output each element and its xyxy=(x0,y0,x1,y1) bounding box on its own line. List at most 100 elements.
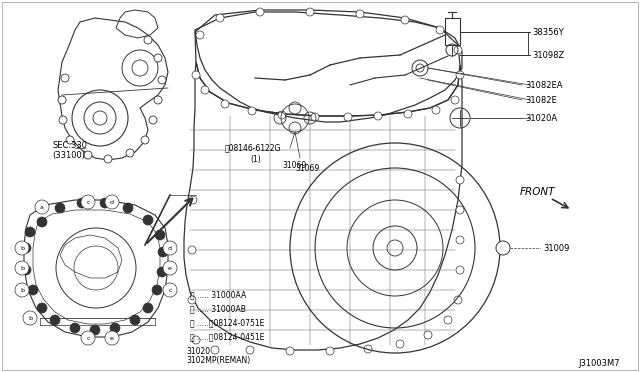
Circle shape xyxy=(221,100,229,108)
Circle shape xyxy=(152,285,162,295)
Circle shape xyxy=(90,325,100,335)
Text: FRONT: FRONT xyxy=(520,187,556,197)
Text: b: b xyxy=(20,246,24,250)
Circle shape xyxy=(248,107,256,115)
Circle shape xyxy=(364,345,372,353)
Text: ⒵08146-6122G: ⒵08146-6122G xyxy=(225,144,282,153)
Circle shape xyxy=(188,246,196,254)
Text: 3102MP(REMAN): 3102MP(REMAN) xyxy=(186,356,250,365)
Text: 38356Y: 38356Y xyxy=(532,28,564,36)
Circle shape xyxy=(59,116,67,124)
Circle shape xyxy=(25,227,35,237)
Circle shape xyxy=(154,96,162,104)
Circle shape xyxy=(141,136,149,144)
Circle shape xyxy=(163,241,177,255)
Circle shape xyxy=(61,74,69,82)
Circle shape xyxy=(143,215,153,225)
Circle shape xyxy=(15,241,29,255)
Circle shape xyxy=(21,265,31,275)
Circle shape xyxy=(456,236,464,244)
Circle shape xyxy=(77,198,87,208)
Circle shape xyxy=(456,206,464,214)
Circle shape xyxy=(143,303,153,313)
Text: 31020: 31020 xyxy=(186,347,210,356)
Text: 31082E: 31082E xyxy=(525,96,557,105)
Circle shape xyxy=(454,296,462,304)
Circle shape xyxy=(37,217,47,227)
Circle shape xyxy=(401,16,409,24)
Circle shape xyxy=(84,151,92,159)
Circle shape xyxy=(451,96,459,104)
Circle shape xyxy=(374,112,382,120)
Circle shape xyxy=(396,340,404,348)
Circle shape xyxy=(496,241,510,255)
Text: b: b xyxy=(20,266,24,270)
Circle shape xyxy=(100,198,110,208)
Circle shape xyxy=(286,347,294,355)
Text: d: d xyxy=(110,199,114,205)
Text: ⓐ ..... 31000AA: ⓐ ..... 31000AA xyxy=(190,291,246,299)
Circle shape xyxy=(188,296,196,304)
Circle shape xyxy=(58,96,66,104)
Circle shape xyxy=(456,266,464,274)
Text: c: c xyxy=(86,336,90,340)
Circle shape xyxy=(55,203,65,213)
Circle shape xyxy=(211,346,219,354)
Text: (1): (1) xyxy=(250,154,260,164)
Text: 31082EA: 31082EA xyxy=(525,80,563,90)
Circle shape xyxy=(66,136,74,144)
Circle shape xyxy=(28,285,38,295)
Text: e: e xyxy=(168,266,172,270)
Circle shape xyxy=(154,54,162,62)
Circle shape xyxy=(158,247,168,257)
Circle shape xyxy=(104,155,112,163)
Circle shape xyxy=(344,113,352,121)
Circle shape xyxy=(436,26,444,34)
Text: d: d xyxy=(168,246,172,250)
Circle shape xyxy=(157,267,167,277)
Circle shape xyxy=(201,86,209,94)
Circle shape xyxy=(404,110,412,118)
Circle shape xyxy=(21,243,31,253)
Circle shape xyxy=(432,106,440,114)
Circle shape xyxy=(23,311,37,325)
Text: b: b xyxy=(20,288,24,292)
Text: (33100): (33100) xyxy=(52,151,85,160)
Circle shape xyxy=(278,111,286,119)
Text: c: c xyxy=(168,288,172,292)
Text: ⓑ ..... 31000AB: ⓑ ..... 31000AB xyxy=(190,305,246,314)
Circle shape xyxy=(158,76,166,84)
Circle shape xyxy=(37,303,47,313)
Circle shape xyxy=(144,36,152,44)
Circle shape xyxy=(424,331,432,339)
Text: e: e xyxy=(110,336,114,340)
Circle shape xyxy=(189,196,197,204)
Circle shape xyxy=(196,31,204,39)
Circle shape xyxy=(456,71,464,79)
Circle shape xyxy=(246,346,254,354)
Text: 31009: 31009 xyxy=(543,244,570,253)
Circle shape xyxy=(163,283,177,297)
Circle shape xyxy=(105,195,119,209)
Circle shape xyxy=(192,336,200,344)
Text: ⓒ .....Ⓜ08124-0751E: ⓒ .....Ⓜ08124-0751E xyxy=(190,318,264,327)
Text: ⓓ .....Ⓝ08124-0451E: ⓓ .....Ⓝ08124-0451E xyxy=(190,333,264,341)
Circle shape xyxy=(356,10,364,18)
Circle shape xyxy=(15,261,29,275)
Text: b: b xyxy=(28,315,32,321)
Circle shape xyxy=(256,8,264,16)
Circle shape xyxy=(15,283,29,297)
Circle shape xyxy=(444,316,452,324)
Circle shape xyxy=(454,46,462,54)
Circle shape xyxy=(163,261,177,275)
Circle shape xyxy=(110,323,120,333)
Circle shape xyxy=(456,176,464,184)
Circle shape xyxy=(126,149,134,157)
Circle shape xyxy=(311,113,319,121)
Circle shape xyxy=(192,71,200,79)
Circle shape xyxy=(123,203,133,213)
Circle shape xyxy=(306,8,314,16)
Text: SEC.330: SEC.330 xyxy=(52,141,87,150)
Text: 31098Z: 31098Z xyxy=(532,51,564,60)
Circle shape xyxy=(50,315,60,325)
